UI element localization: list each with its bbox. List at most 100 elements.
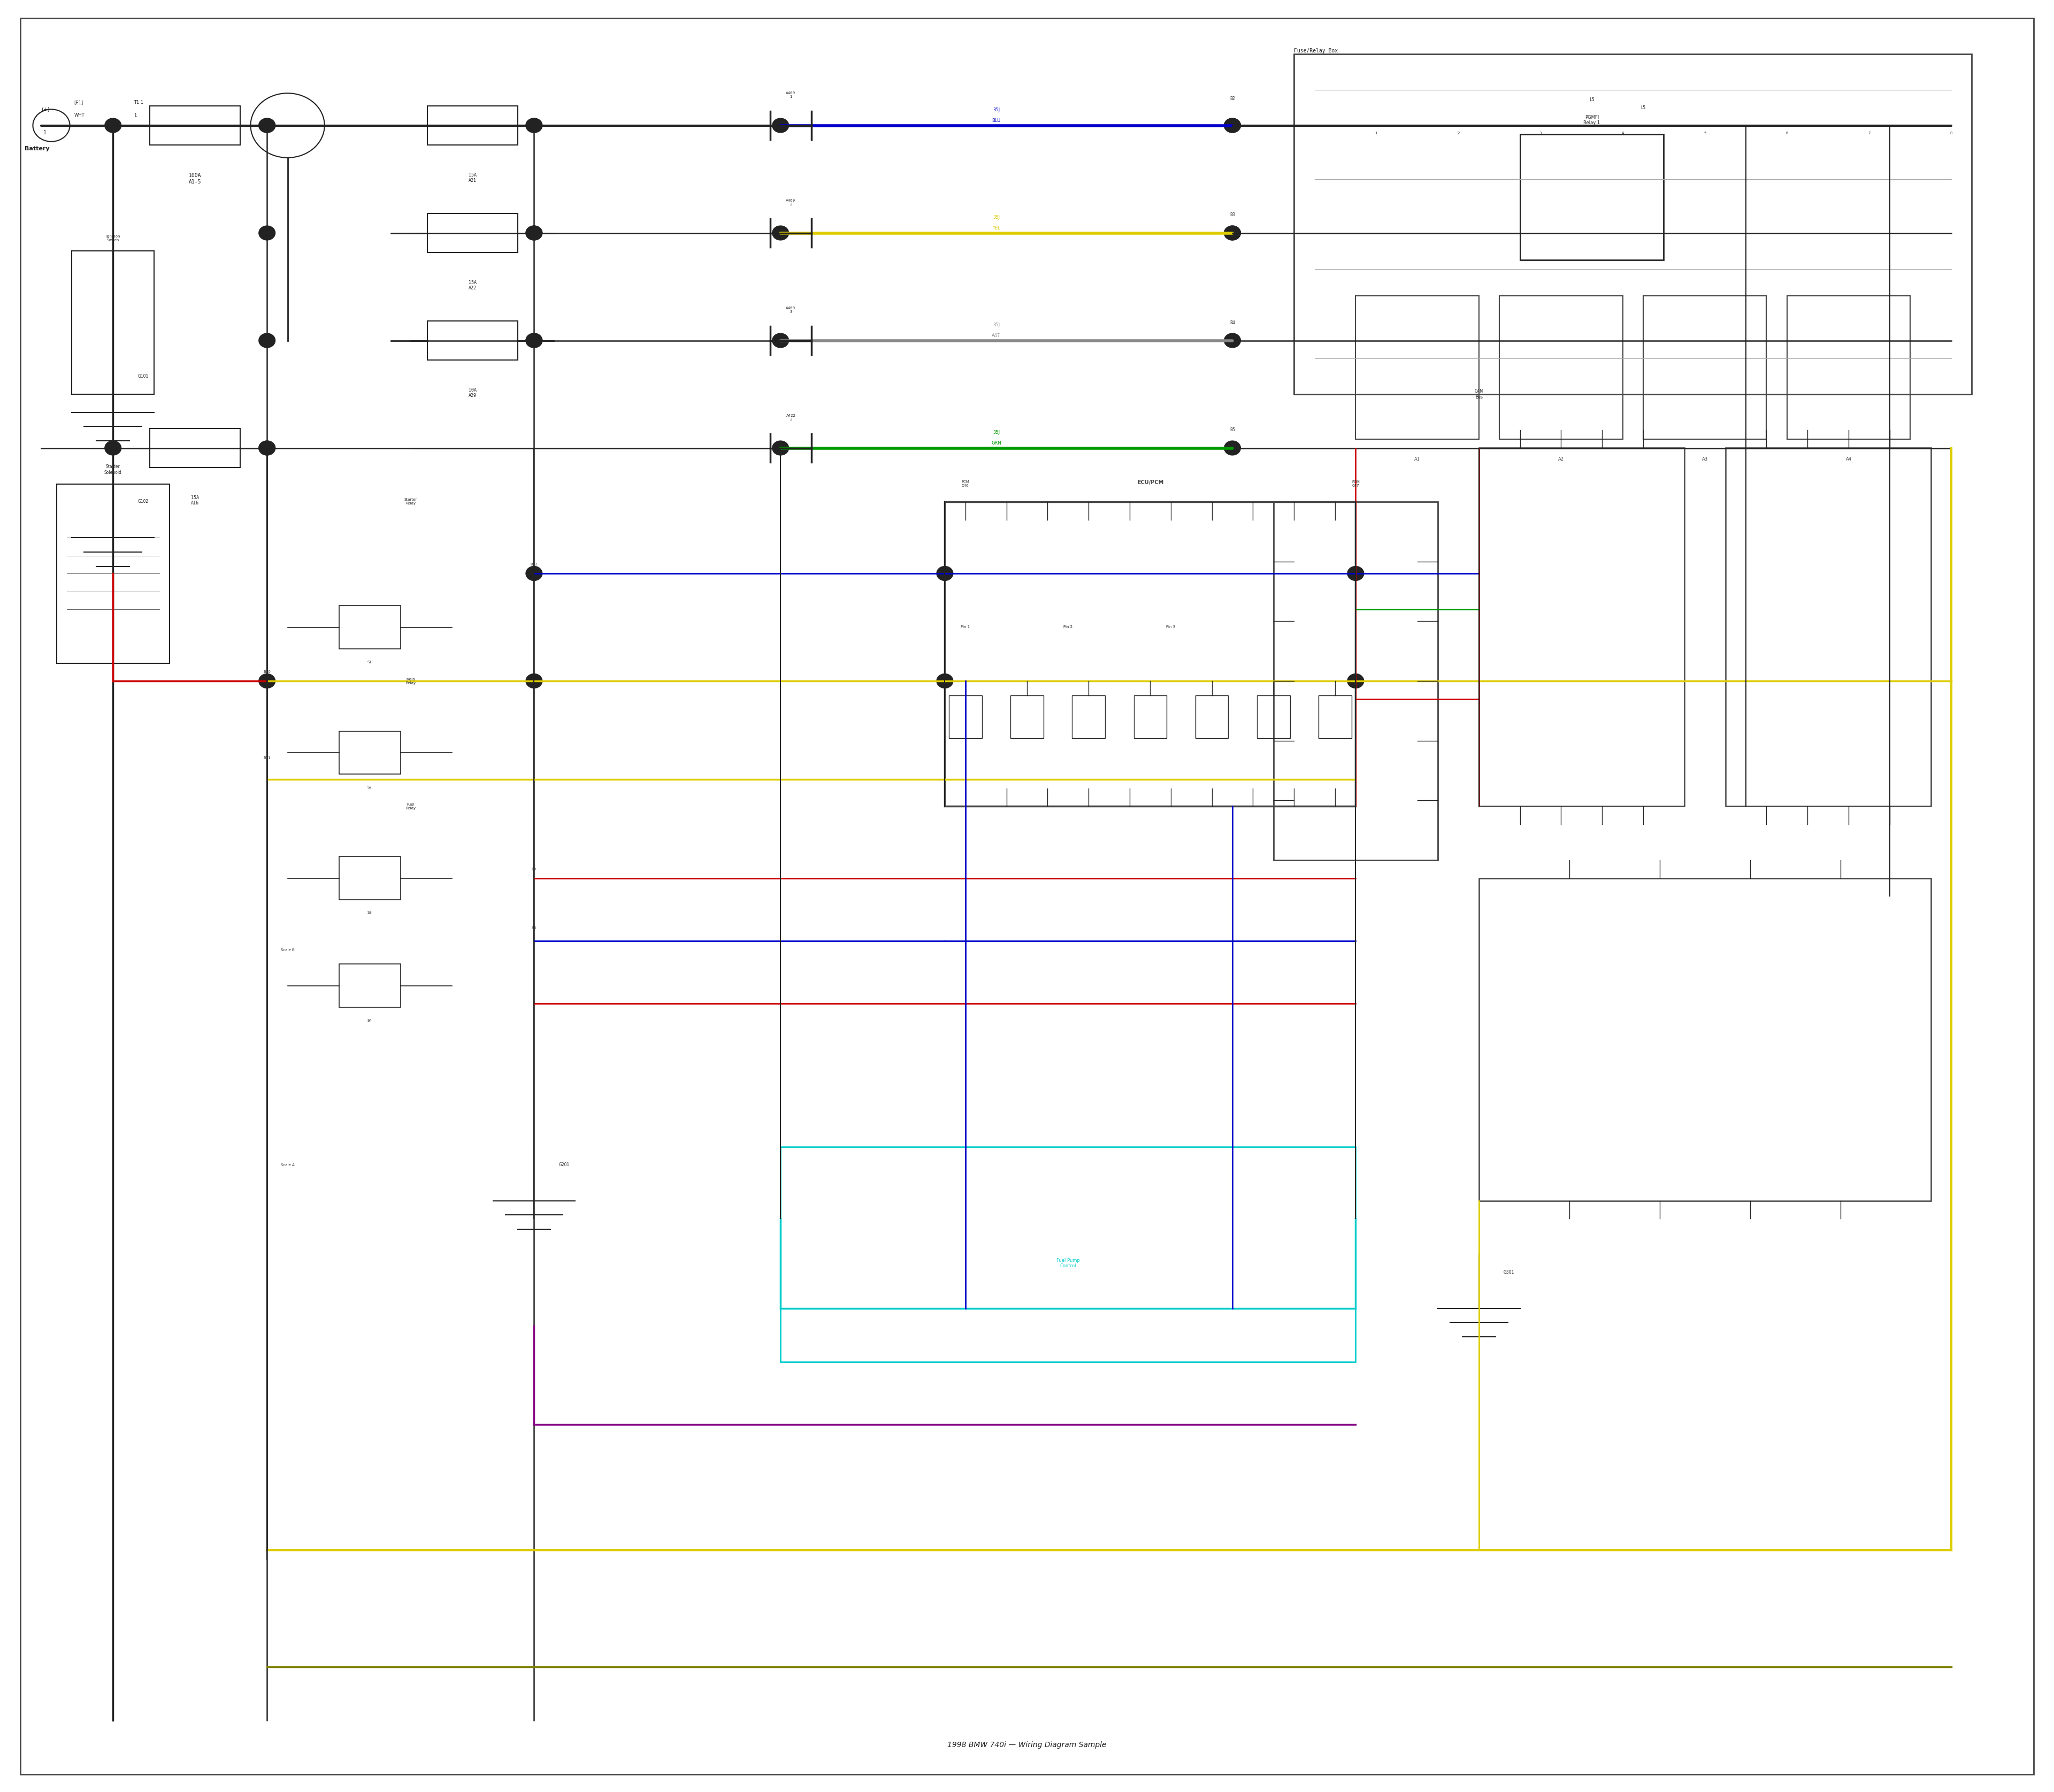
Circle shape: [1224, 226, 1241, 240]
Bar: [427, 213, 518, 253]
Text: B9: B9: [532, 867, 536, 871]
Text: PGMFI
Relay 1: PGMFI Relay 1: [1584, 115, 1600, 125]
Text: B12: B12: [530, 563, 538, 566]
Bar: [1356, 296, 1479, 439]
Bar: [1499, 296, 1623, 439]
Bar: [1072, 695, 1105, 738]
Bar: [781, 1147, 1356, 1362]
Text: B2: B2: [1230, 97, 1234, 100]
Text: S3: S3: [368, 912, 372, 914]
Text: 15A
A16: 15A A16: [191, 495, 199, 505]
Text: B10: B10: [263, 670, 271, 674]
Circle shape: [1224, 118, 1241, 133]
Circle shape: [259, 118, 275, 133]
Bar: [1479, 878, 1931, 1201]
Text: Scale A: Scale A: [281, 1163, 294, 1167]
Circle shape: [526, 566, 542, 581]
Bar: [339, 731, 401, 774]
Text: [E1]: [E1]: [74, 100, 82, 106]
Circle shape: [772, 226, 789, 240]
Bar: [339, 964, 401, 1007]
Text: PCM
C46: PCM C46: [961, 480, 969, 487]
Text: 35J: 35J: [992, 323, 1000, 328]
Text: B5: B5: [1230, 428, 1234, 432]
Circle shape: [526, 226, 542, 240]
Text: Main
Relay: Main Relay: [407, 677, 415, 685]
Text: Starter
Relay: Starter Relay: [405, 498, 417, 505]
Bar: [1643, 296, 1766, 439]
Circle shape: [772, 118, 789, 133]
Circle shape: [259, 441, 275, 455]
Text: Starter
Solenoid: Starter Solenoid: [105, 464, 121, 475]
Text: Scale B: Scale B: [281, 948, 294, 952]
Text: 35J: 35J: [992, 108, 1000, 113]
Circle shape: [1224, 118, 1241, 133]
Circle shape: [526, 674, 542, 688]
Bar: [949, 695, 982, 738]
Text: B11: B11: [263, 756, 271, 760]
Bar: [1787, 296, 1910, 439]
Bar: [1520, 134, 1664, 260]
Circle shape: [259, 674, 275, 688]
Circle shape: [526, 226, 542, 240]
Text: Fuse/Relay Box: Fuse/Relay Box: [1294, 48, 1337, 54]
Bar: [72, 251, 154, 394]
Circle shape: [937, 674, 953, 688]
Text: G102: G102: [138, 500, 148, 504]
Bar: [1273, 502, 1438, 860]
Circle shape: [1224, 333, 1241, 348]
Text: GRN: GRN: [992, 441, 1000, 446]
Bar: [1725, 448, 1931, 806]
Circle shape: [105, 441, 121, 455]
Text: 15A
A21: 15A A21: [468, 172, 477, 183]
Text: Pin 3: Pin 3: [1167, 625, 1175, 629]
Text: Fuel Pump
Control: Fuel Pump Control: [1056, 1258, 1080, 1269]
Circle shape: [526, 333, 542, 348]
Circle shape: [937, 566, 953, 581]
Text: Fuel
Relay: Fuel Relay: [407, 803, 415, 810]
Circle shape: [526, 118, 542, 133]
Text: A2: A2: [1559, 457, 1563, 462]
Text: YEL: YEL: [992, 226, 1000, 231]
Text: B4: B4: [1230, 321, 1234, 324]
Text: 15A
A22: 15A A22: [468, 280, 477, 290]
Text: 6: 6: [1785, 133, 1789, 134]
Bar: [1479, 448, 1684, 806]
Text: BLU: BLU: [992, 118, 1000, 124]
Text: A469
3: A469 3: [787, 306, 795, 314]
Circle shape: [1224, 226, 1241, 240]
Bar: [150, 106, 240, 145]
Text: S4: S4: [368, 1020, 372, 1021]
Text: A47: A47: [992, 333, 1000, 339]
Text: 100A
A1-5: 100A A1-5: [189, 172, 201, 185]
Text: 10A
A29: 10A A29: [468, 387, 477, 398]
Circle shape: [526, 333, 542, 348]
Text: T1 1: T1 1: [134, 100, 144, 106]
Text: Pin 1: Pin 1: [961, 625, 969, 629]
Bar: [339, 606, 401, 649]
Text: 35J: 35J: [992, 430, 1000, 435]
Circle shape: [1347, 566, 1364, 581]
Text: A469
1: A469 1: [787, 91, 795, 99]
Text: WHT: WHT: [74, 113, 84, 118]
Circle shape: [259, 226, 275, 240]
Text: S1: S1: [368, 661, 372, 663]
Text: CAN
Bus: CAN Bus: [1475, 389, 1483, 400]
Bar: [1319, 695, 1352, 738]
Circle shape: [772, 333, 789, 348]
Bar: [1195, 695, 1228, 738]
Text: G101: G101: [138, 375, 148, 378]
Text: (+): (+): [41, 108, 49, 113]
Text: 2: 2: [1456, 133, 1460, 134]
Bar: [150, 428, 240, 468]
Text: L5: L5: [1590, 97, 1594, 102]
Text: Ignition
Switch: Ignition Switch: [107, 235, 119, 242]
Text: 1: 1: [1374, 133, 1378, 134]
Text: Pin 2: Pin 2: [1064, 625, 1072, 629]
Bar: [55, 484, 168, 663]
Bar: [1011, 695, 1043, 738]
Text: 1: 1: [43, 131, 47, 136]
Text: 5: 5: [1703, 133, 1707, 134]
Text: B8: B8: [532, 926, 536, 930]
Bar: [1134, 695, 1167, 738]
